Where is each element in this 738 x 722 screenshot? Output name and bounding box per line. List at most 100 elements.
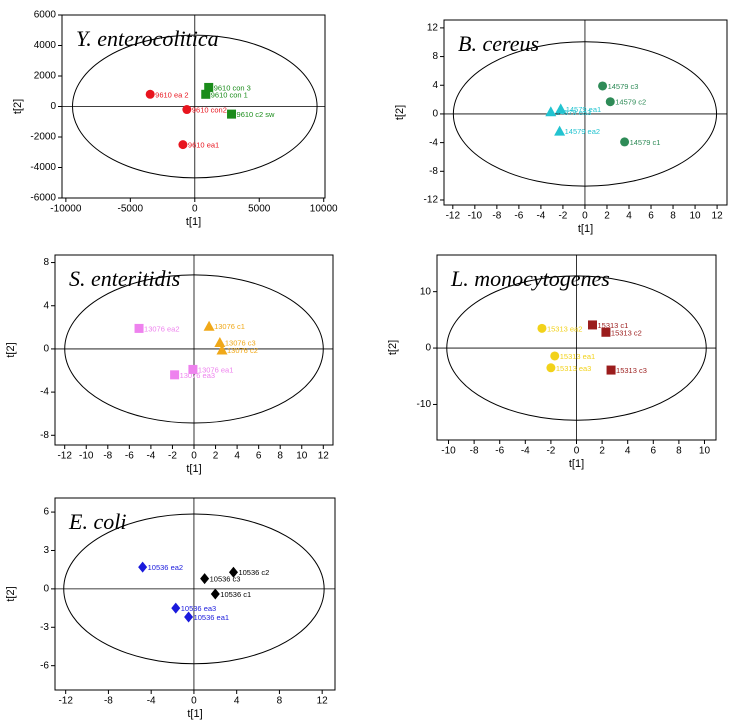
x-tick-label: -5000 bbox=[118, 204, 144, 215]
point-label: 10536 ea1 bbox=[194, 613, 229, 622]
x-tick-label: -2 bbox=[546, 446, 555, 457]
x-tick-label: 8 bbox=[277, 451, 283, 462]
x-tick-label: -2 bbox=[558, 211, 567, 222]
point-label: 15313 ea3 bbox=[556, 364, 591, 373]
x-tick-label: -4 bbox=[147, 696, 156, 707]
x-tick-label: -8 bbox=[492, 211, 501, 222]
y-tick-label: 2000 bbox=[34, 71, 57, 82]
y-tick-label: -2000 bbox=[30, 132, 56, 143]
point bbox=[203, 320, 215, 331]
y-tick-label: 4000 bbox=[34, 40, 57, 51]
y-tick-label: 0 bbox=[43, 344, 49, 355]
point bbox=[545, 106, 557, 117]
chart-title: E. coli bbox=[68, 509, 126, 534]
y-axis-label: t[2] bbox=[12, 99, 24, 114]
point-label: 10536 ea2 bbox=[148, 563, 183, 572]
x-tick-label: 10 bbox=[690, 211, 702, 222]
point bbox=[182, 105, 192, 115]
point-label: 14579 ea3 bbox=[556, 108, 591, 117]
point bbox=[587, 320, 597, 330]
y-tick-label: -3 bbox=[40, 622, 49, 633]
y-tick-label: 0 bbox=[425, 343, 431, 354]
confidence-ellipse bbox=[446, 275, 707, 421]
panel: -12 -10 -8 -6 -4 -2 0 2 4 6 8 10 12 -12 -8 -4 0 4 8 12 t[1] t… bbox=[394, 19, 728, 235]
point bbox=[204, 82, 214, 92]
y-axis-label: t[2] bbox=[5, 586, 17, 601]
y-tick-label: 6 bbox=[43, 507, 49, 518]
x-tick-label: -12 bbox=[58, 696, 73, 707]
point bbox=[598, 81, 608, 91]
x-tick-label: 4 bbox=[625, 446, 631, 457]
x-tick-label: 2 bbox=[213, 451, 219, 462]
point bbox=[134, 323, 144, 333]
x-tick-label: 12 bbox=[318, 451, 330, 462]
y-tick-label: -6000 bbox=[30, 193, 56, 204]
point-label: 9610 con 1 bbox=[211, 90, 248, 99]
point-label: 15313 ea1 bbox=[560, 352, 595, 361]
panel: -12 -10 -8 -6 -4 -2 0 2 4 6 8 10 12 -8 -4 0 4 8 t[1] t[2] S.… bbox=[5, 254, 334, 475]
point-label: 9610 con 3 bbox=[214, 83, 251, 92]
confidence-ellipse bbox=[64, 274, 324, 424]
y-axis-label: t[2] bbox=[394, 105, 406, 120]
point bbox=[216, 344, 228, 355]
point bbox=[605, 97, 615, 107]
confidence-ellipse bbox=[71, 34, 318, 179]
x-tick-label: -4 bbox=[521, 446, 530, 457]
point-label: 9610 ea1 bbox=[188, 141, 219, 150]
point bbox=[210, 588, 220, 600]
x-axis-label: t[1] bbox=[569, 458, 584, 470]
y-tick-label: 8 bbox=[43, 257, 49, 268]
x-tick-label: 0 bbox=[191, 696, 197, 707]
point bbox=[170, 370, 180, 380]
x-tick-label: 6 bbox=[651, 446, 657, 457]
point bbox=[601, 327, 611, 337]
x-tick-label: 0 bbox=[574, 446, 580, 457]
point-label: 10536 c1 bbox=[220, 590, 251, 599]
panel: -12 -8 -4 0 4 8 12 -6 -3 0 3 6 t[1] t[2] E. coli 10536 … bbox=[5, 497, 336, 720]
panel: -10 -8 -6 -4 -2 0 2 4 6 8 10 -10 0 10 t[1] t[2] L. monoc… bbox=[387, 254, 717, 470]
point bbox=[138, 561, 148, 573]
x-tick-label: 10 bbox=[699, 446, 711, 457]
point-label: 9610 con2 bbox=[192, 106, 227, 115]
y-axis-label: t[2] bbox=[387, 340, 399, 355]
x-tick-label: -2 bbox=[168, 451, 177, 462]
point-label: 10536 ea3 bbox=[181, 604, 216, 613]
y-tick-label: -4 bbox=[429, 137, 438, 148]
x-tick-label: 8 bbox=[277, 696, 283, 707]
x-tick-label: 0 bbox=[192, 204, 198, 215]
x-tick-label: 4 bbox=[234, 451, 240, 462]
point-label: 10536 c2 bbox=[238, 568, 269, 577]
point bbox=[606, 365, 616, 375]
point bbox=[178, 140, 188, 150]
confidence-ellipse bbox=[452, 41, 718, 187]
x-tick-label: -4 bbox=[536, 211, 545, 222]
point-label: 9610 ea 2 bbox=[155, 90, 188, 99]
x-tick-label: -6 bbox=[495, 446, 504, 457]
x-tick-label: -10 bbox=[468, 211, 483, 222]
x-tick-label: 10000 bbox=[310, 204, 338, 215]
x-tick-label: -10 bbox=[441, 446, 456, 457]
point-label: 13076 ea2 bbox=[144, 324, 179, 333]
y-axis-label: t[2] bbox=[5, 342, 17, 357]
x-axis-label: t[1] bbox=[187, 708, 202, 720]
x-axis-label: t[1] bbox=[578, 223, 593, 235]
point bbox=[546, 363, 556, 373]
x-tick-label: 8 bbox=[670, 211, 676, 222]
point-label: 15313 c2 bbox=[611, 328, 642, 337]
panel: -10000 -5000 0 5000 10000 -6000 -4000 -2000 0 200… bbox=[12, 10, 338, 228]
x-tick-label: 12 bbox=[712, 211, 724, 222]
chart-title: Y. enterocolitica bbox=[76, 26, 219, 51]
x-tick-label: 5000 bbox=[248, 204, 271, 215]
x-tick-label: 6 bbox=[256, 451, 262, 462]
y-tick-label: 12 bbox=[427, 23, 439, 34]
x-tick-label: 0 bbox=[191, 451, 197, 462]
chart-title: B. cereus bbox=[458, 31, 539, 56]
point bbox=[201, 89, 211, 99]
chart-title: L. monocytogenes bbox=[450, 266, 610, 291]
y-tick-label: 6000 bbox=[34, 10, 57, 21]
point-label: 13076 ea3 bbox=[180, 371, 215, 380]
point bbox=[537, 323, 547, 333]
point-label: 14579 ea2 bbox=[565, 127, 600, 136]
chart-title: S. enteritidis bbox=[69, 266, 180, 291]
point-label: 15313 c3 bbox=[616, 366, 647, 375]
